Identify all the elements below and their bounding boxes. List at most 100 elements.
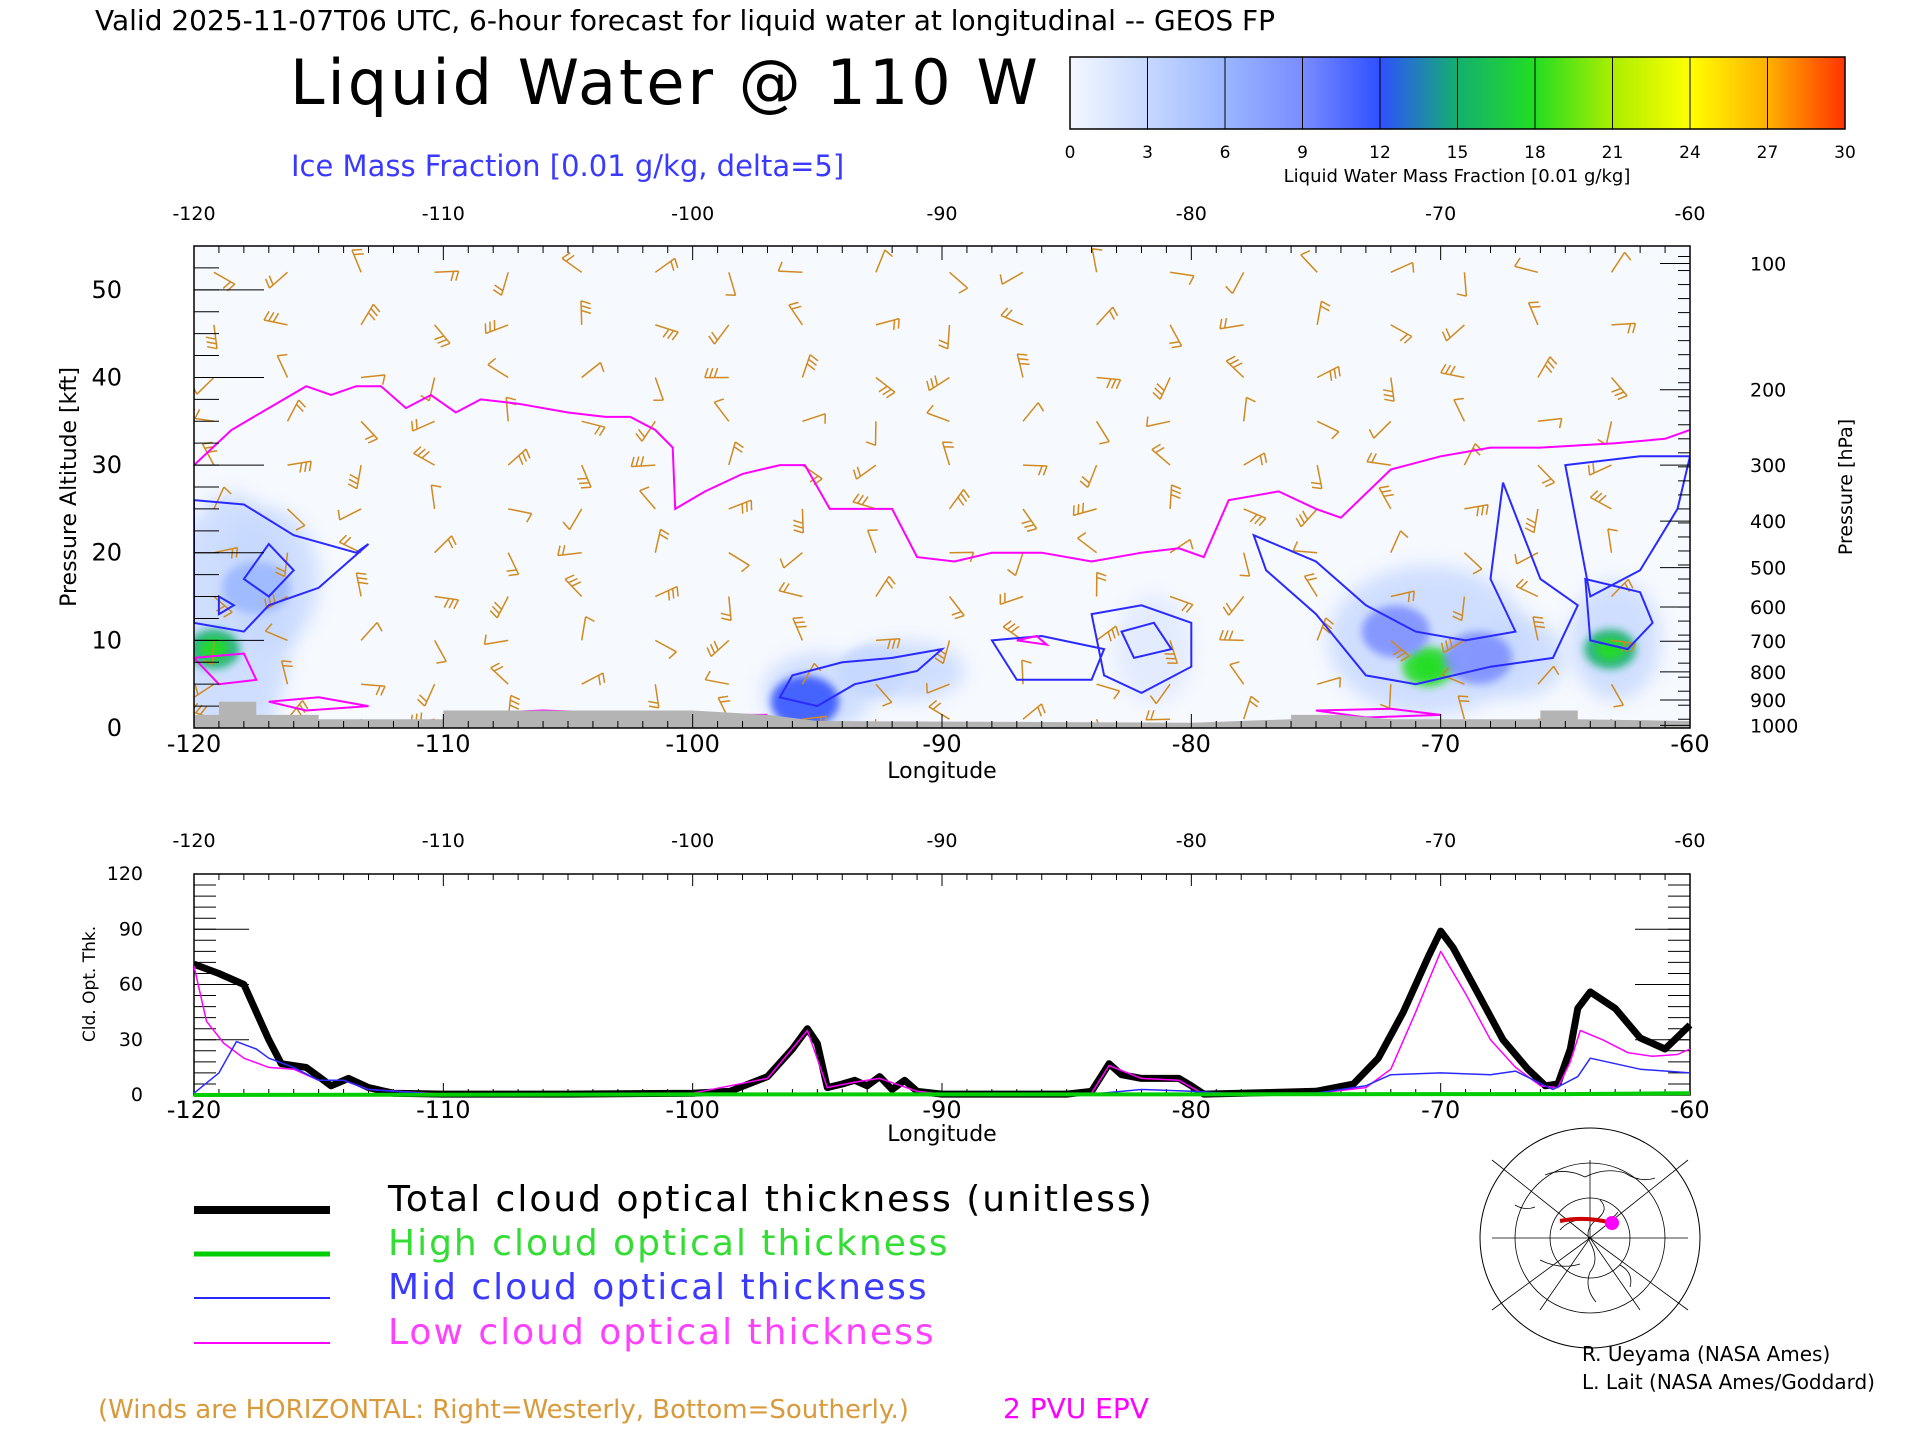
wind-barb — [508, 508, 533, 523]
wind-barb — [360, 622, 383, 641]
wind-barb — [1610, 683, 1624, 708]
wind-barb — [1514, 257, 1539, 274]
wind-barb — [1464, 504, 1489, 517]
wind-barb — [580, 616, 595, 641]
wind-barb — [434, 535, 457, 554]
wind-barb — [1514, 552, 1539, 565]
x-tick-label: -90 — [922, 730, 961, 758]
wind-barb — [713, 398, 730, 422]
wind-barb — [1169, 324, 1183, 349]
wind-barb — [1002, 620, 1024, 642]
wind-barb — [194, 683, 215, 699]
wind-barb — [728, 441, 744, 466]
wind-barb — [1096, 376, 1122, 390]
wind-barb — [1149, 683, 1171, 705]
wind-barb — [708, 324, 730, 345]
valid-line: Valid 2025-11-07T06 UTC, 6-hour forecast… — [95, 4, 1275, 37]
x-tick-label-top: -100 — [671, 203, 714, 225]
wind-barb — [264, 623, 288, 642]
wind-barb — [941, 441, 954, 466]
wind-barb — [1390, 530, 1409, 554]
wind-barb — [1515, 578, 1539, 598]
wind-barb — [1145, 709, 1171, 721]
y-tick-label: 10 — [91, 626, 122, 654]
wind-barb — [1587, 463, 1612, 476]
wind-barb — [801, 354, 819, 378]
wind-barb — [1390, 639, 1410, 662]
wind-barb — [213, 595, 233, 618]
wind-barb — [938, 324, 951, 350]
wind-barb — [1452, 596, 1466, 622]
wind-barb — [793, 508, 805, 534]
wind-barb — [581, 672, 606, 686]
wind-barb — [1021, 508, 1038, 533]
wind-barb — [1537, 417, 1563, 429]
wind-barb — [1229, 661, 1245, 685]
wind-barb — [852, 464, 877, 480]
wind-barb — [648, 684, 660, 709]
wind-barb — [337, 508, 362, 521]
wind-barb — [875, 249, 893, 273]
wind-barb — [1225, 355, 1245, 379]
x-tick-label-top: -60 — [1674, 203, 1705, 225]
wind-barb — [875, 376, 896, 399]
wind-barb — [1537, 665, 1560, 685]
wind-barb — [360, 420, 379, 444]
wind-barb — [1316, 420, 1340, 440]
x2-tick-label-top: -70 — [1425, 830, 1456, 852]
x-tick-label-top: -70 — [1425, 203, 1456, 225]
wind-barb — [1390, 590, 1415, 603]
wind-barb — [1380, 684, 1392, 709]
wind-barb — [948, 489, 971, 510]
x2-tick-label: -70 — [1421, 1096, 1460, 1124]
colorbar-dividers — [1147, 57, 1768, 129]
legend: Total cloud optical thickness (unitless)… — [194, 1179, 1154, 1353]
x-tick-label: -100 — [665, 730, 719, 758]
x-tick-label-top: -80 — [1176, 203, 1207, 225]
wind-barb — [630, 456, 656, 468]
wind-barb — [1022, 402, 1045, 422]
wind-barb — [801, 662, 822, 685]
wind-barb — [1164, 640, 1179, 665]
wind-barb — [1316, 365, 1341, 381]
wind-barb — [948, 596, 965, 620]
wind-barb — [778, 581, 803, 598]
wind-barb — [865, 421, 877, 447]
colorbar-tick-label: 3 — [1142, 143, 1153, 163]
p-tick-label: 300 — [1750, 455, 1786, 477]
wind-barb — [653, 377, 665, 401]
y2-tick-label: 60 — [119, 974, 143, 996]
wind-barb — [434, 270, 460, 282]
wind-barb — [355, 572, 369, 597]
wind-barb — [728, 499, 753, 514]
x-tick-label: -70 — [1421, 730, 1460, 758]
wind-barb — [1219, 317, 1244, 330]
x-tick-label-top: -120 — [172, 203, 215, 225]
wind-barb — [264, 271, 288, 289]
wind-barb — [263, 311, 288, 326]
wind-barb — [1316, 676, 1342, 688]
wind-barb — [280, 660, 293, 685]
colorbar-tick-label: 0 — [1065, 143, 1076, 163]
wind-barb — [287, 460, 312, 473]
wind-barb — [1095, 420, 1110, 445]
wind-barb — [1096, 306, 1119, 326]
wind-barb — [581, 420, 606, 437]
wind-barb — [1610, 377, 1628, 401]
x2-tick-label-top: -100 — [671, 830, 714, 852]
legend-label-total: Total cloud optical thickness (unitless) — [387, 1179, 1154, 1220]
x2-tick-label-top: -60 — [1674, 830, 1705, 852]
wind-barb — [875, 575, 896, 597]
wind-barb — [792, 616, 807, 641]
p-tick-label: 1000 — [1750, 715, 1798, 737]
wind-barb — [276, 353, 289, 378]
x2-tick-label: -90 — [922, 1096, 961, 1124]
top-axes: -120 -120 -110 -110 -100 -100 -90 -90 -80 -80 -70 -… — [91, 203, 1798, 758]
series-line-mid — [193, 1040, 1691, 1096]
credit-line-2: L. Lait (NASA Ames/Goddard) — [1582, 1370, 1875, 1394]
wind-barb — [728, 552, 750, 573]
x-tick-label: -120 — [167, 730, 221, 758]
wind-barb — [1390, 261, 1415, 273]
p-tick-label: 600 — [1750, 597, 1786, 619]
